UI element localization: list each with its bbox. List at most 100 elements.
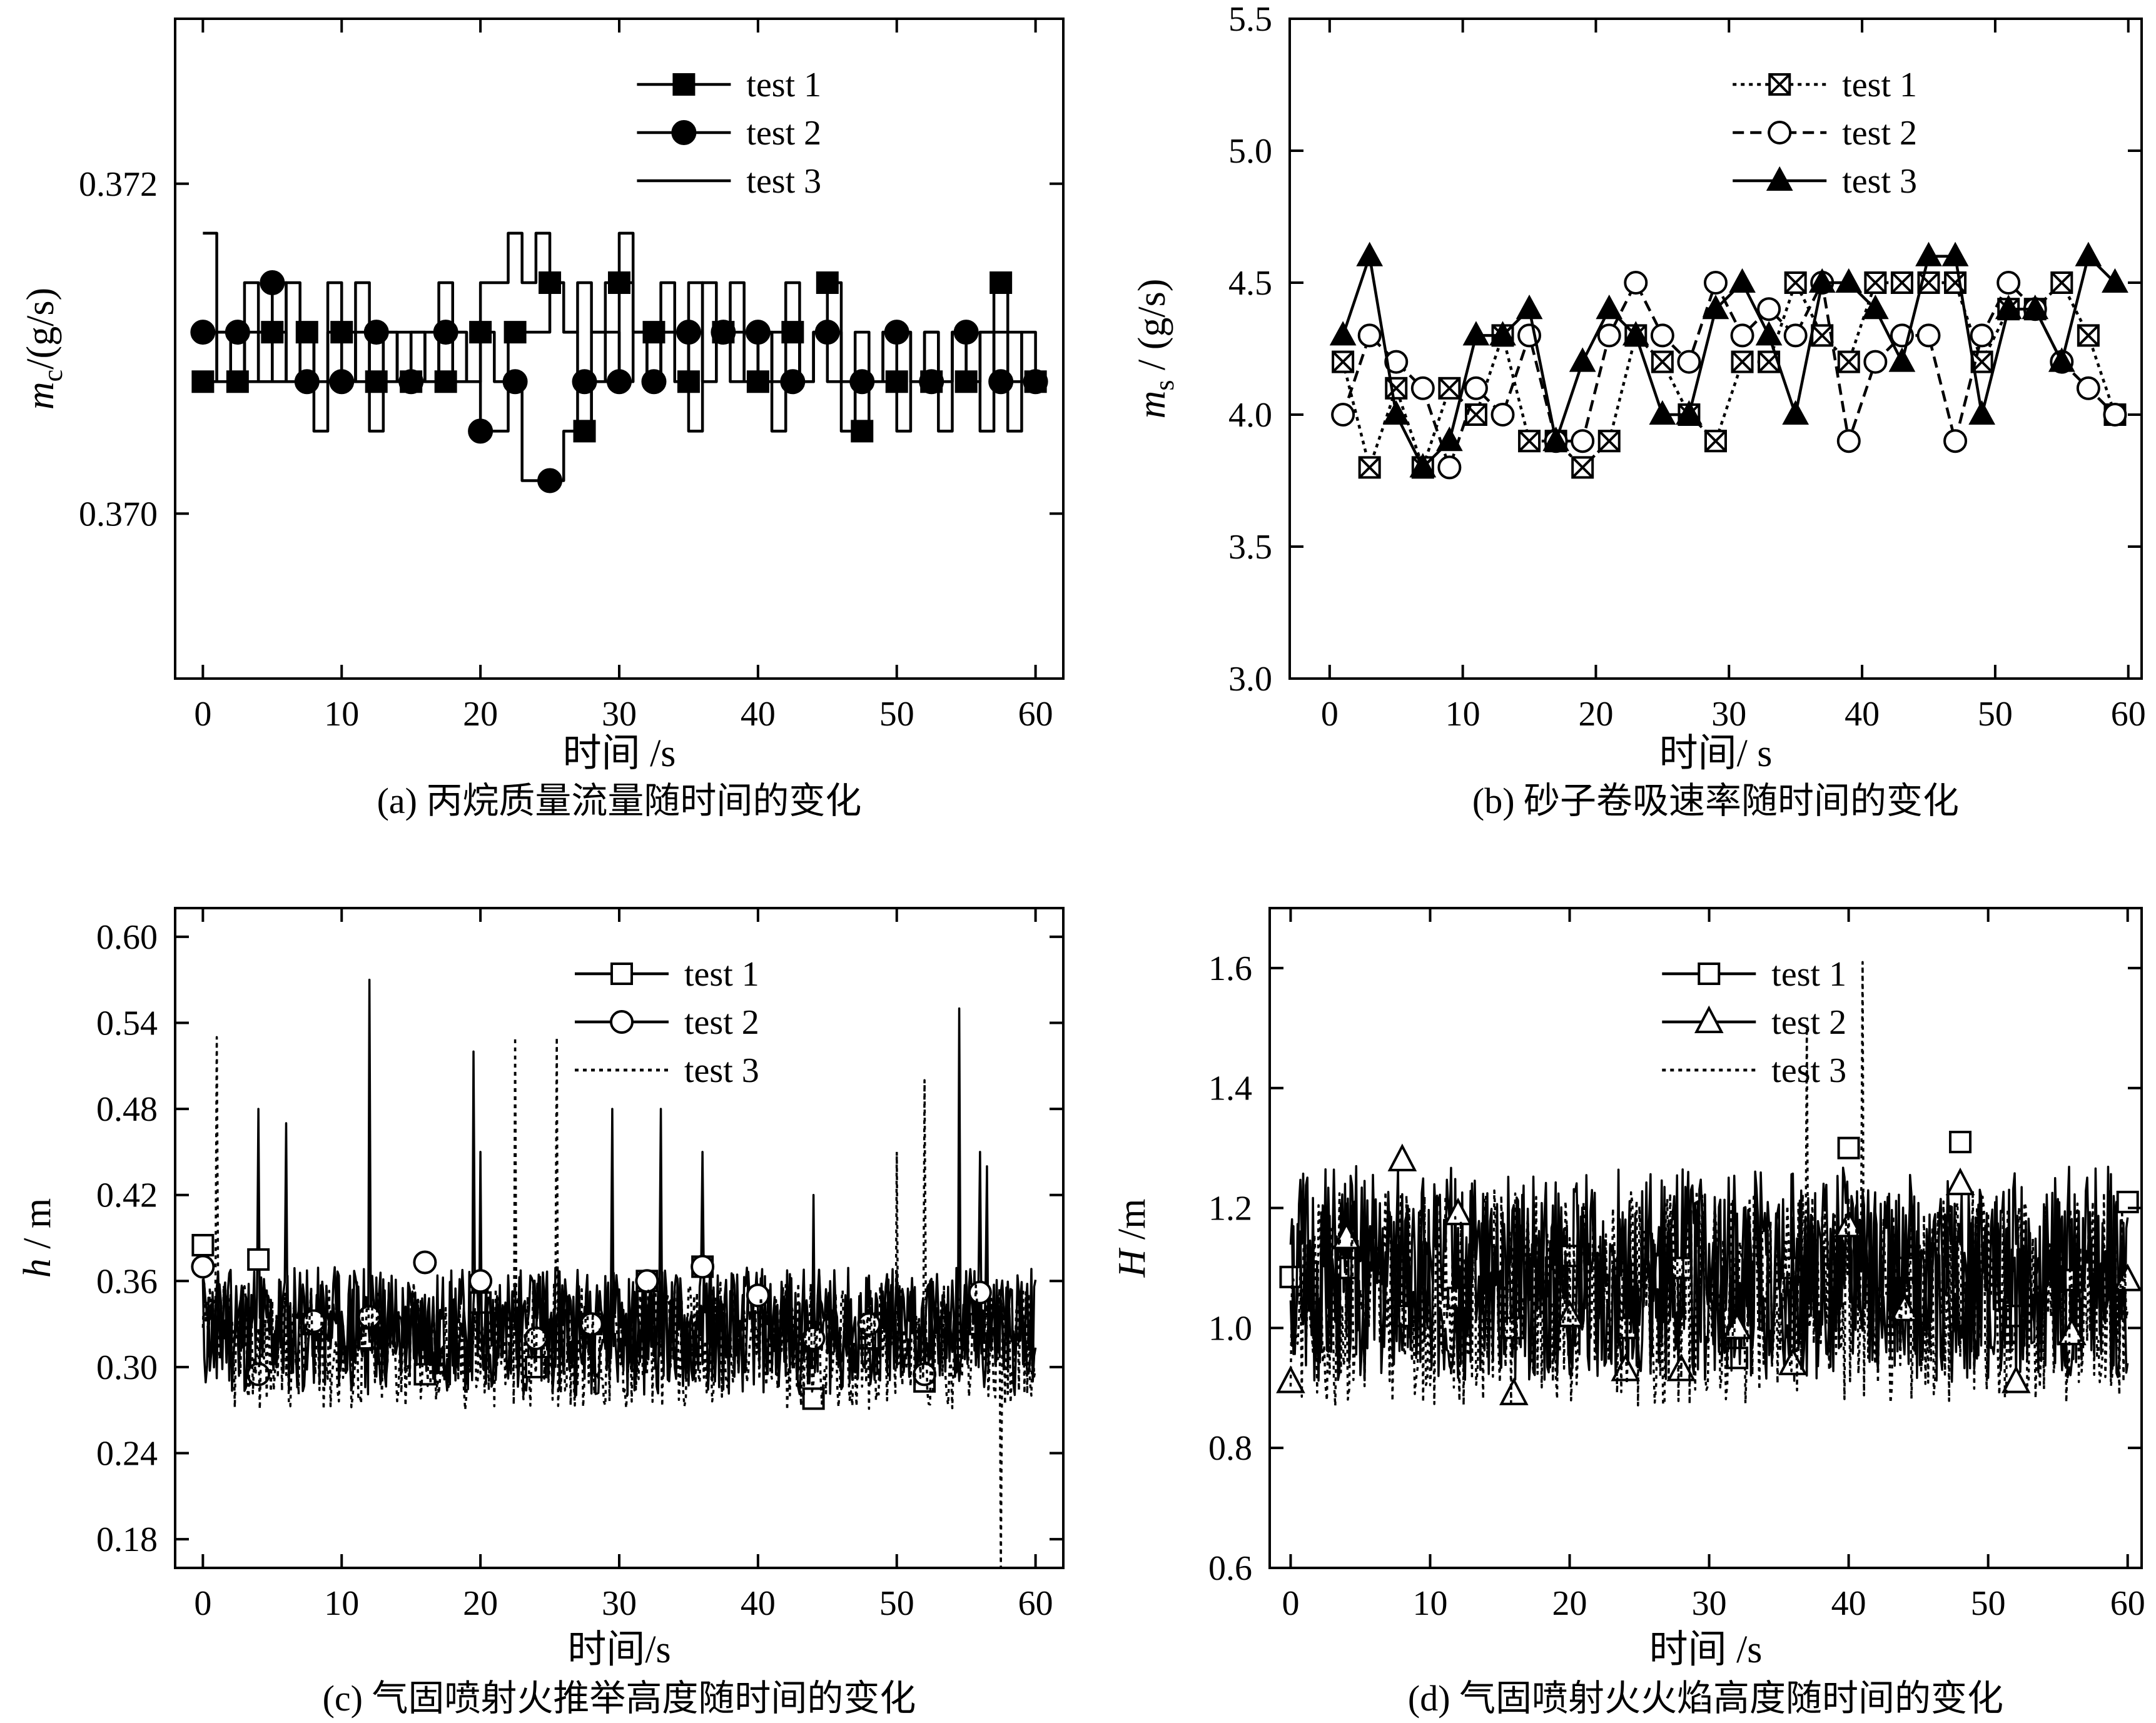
y-tick-label: 4.0 (1228, 396, 1272, 435)
series-line-3 (1289, 961, 2129, 1407)
x-tick-label: 20 (463, 695, 498, 734)
data-point (191, 1233, 215, 1256)
data-point (1499, 1377, 1529, 1405)
data-point (1995, 295, 2022, 320)
data-point (1597, 323, 1621, 348)
data-point (468, 418, 493, 444)
x-axis-label: 时间 /s (1649, 1629, 1763, 1671)
legend-marker (672, 73, 696, 96)
legend-marker (1698, 963, 1721, 985)
legend-label: test 3 (1842, 162, 1917, 201)
x-tick-label: 30 (602, 695, 637, 734)
plot-area (191, 978, 1037, 1568)
y-tick-label: 1.6 (1208, 949, 1252, 988)
x-tick-label: 50 (879, 1584, 914, 1623)
data-point (413, 1250, 437, 1275)
legend-label: test 3 (1771, 1051, 1846, 1090)
y-tick-label: 0.36 (96, 1262, 158, 1301)
y-tick-label: 0.60 (96, 918, 158, 957)
x-tick-label: 10 (324, 695, 359, 734)
x-tick-label: 10 (1412, 1584, 1447, 1623)
data-point (1970, 323, 1994, 348)
data-point (1357, 323, 1382, 348)
series-line-3 (1341, 255, 2117, 469)
data-point (2022, 295, 2049, 320)
data-point (1778, 1347, 1808, 1375)
data-point (504, 321, 527, 344)
y-tick-label: 0.8 (1208, 1429, 1252, 1468)
data-point (1624, 271, 1648, 295)
x-tick-label: 40 (1845, 695, 1880, 734)
x-tick-label: 0 (194, 695, 211, 734)
plot-area (190, 231, 1048, 493)
legend-label: test 2 (1842, 114, 1917, 153)
data-point (1917, 271, 1940, 294)
y-tick-label: 3.5 (1228, 528, 1272, 567)
legend: test 1 test 2 test 3 (637, 66, 821, 201)
data-point (1837, 350, 1860, 373)
data-point (502, 369, 528, 395)
x-tick-label: 30 (1711, 695, 1746, 734)
x-tick-label: 10 (324, 1584, 359, 1623)
data-point (572, 369, 597, 395)
y-axis-label: mc/(g/s) (19, 288, 68, 410)
legend-marker (1768, 121, 1792, 144)
data-point (1941, 241, 1969, 266)
data-point (1571, 429, 1595, 453)
data-point (1888, 347, 1916, 372)
data-point (1596, 295, 1623, 320)
legend-label: test 1 (1771, 955, 1846, 994)
data-point (1784, 271, 1807, 294)
data-point (1949, 1131, 1972, 1154)
data-point (1731, 350, 1754, 373)
x-tick-label: 0 (1282, 1584, 1299, 1623)
x-tick-label: 20 (1578, 695, 1613, 734)
y-tick-label: 0.6 (1208, 1549, 1252, 1588)
x-tick-label: 30 (602, 1584, 637, 1623)
y-tick-label: 1.0 (1208, 1309, 1252, 1348)
panel-caption: (c) 气固喷射火推举高度随时间的变化 (323, 1678, 916, 1719)
data-point (1332, 350, 1355, 373)
data-point (2050, 271, 2073, 294)
y-tick-label: 3.0 (1228, 660, 1272, 699)
data-point (1382, 400, 1410, 425)
panel-b: 0 10 20 30 40 50 60 3.0 3.5 4.0 4.5 5.0 5.5 时间/ s ms /… (1131, 0, 2146, 821)
x-tick-label: 60 (2111, 695, 2146, 734)
data-point (1676, 400, 1703, 425)
legend: test 1 test 2 test 3 (1662, 955, 1846, 1090)
y-axis-label: H /m (1111, 1199, 1153, 1278)
legend-marker (610, 963, 633, 985)
data-point (1464, 403, 1487, 426)
data-point (2075, 241, 2102, 266)
data-point (1808, 268, 1836, 293)
x-tick-label: 40 (741, 1584, 776, 1623)
plot-area (1329, 241, 2128, 480)
x-tick-label: 40 (741, 695, 776, 734)
x-axis-label: 时间/s (567, 1629, 671, 1671)
data-point (1464, 376, 1488, 400)
data-point (1835, 268, 1863, 293)
x-tick-label: 30 (1692, 1584, 1727, 1623)
data-point (537, 468, 563, 493)
data-point (1356, 241, 1384, 266)
y-tick-label: 0.42 (96, 1176, 158, 1215)
data-point (1811, 324, 1834, 347)
data-point (1677, 350, 1701, 374)
series-line-2 (201, 1122, 1037, 1383)
y-axis-label: ms / (g/s) (1131, 279, 1180, 419)
data-point (816, 271, 839, 294)
data-point (691, 1255, 715, 1279)
data-point (1611, 1353, 1641, 1382)
data-point (260, 270, 285, 295)
data-point (1358, 456, 1381, 479)
y-tick-label: 5.5 (1228, 0, 1272, 39)
plot-frame (174, 907, 1065, 1569)
data-point (1542, 427, 1569, 452)
data-point (247, 1248, 270, 1271)
legend-label: test 1 (684, 955, 759, 994)
data-point (1516, 295, 1543, 320)
x-tick-label: 20 (463, 1584, 498, 1623)
data-point (1864, 271, 1887, 294)
legend-marker (1694, 1005, 1724, 1033)
y-tick-label: 0.372 (79, 165, 158, 204)
